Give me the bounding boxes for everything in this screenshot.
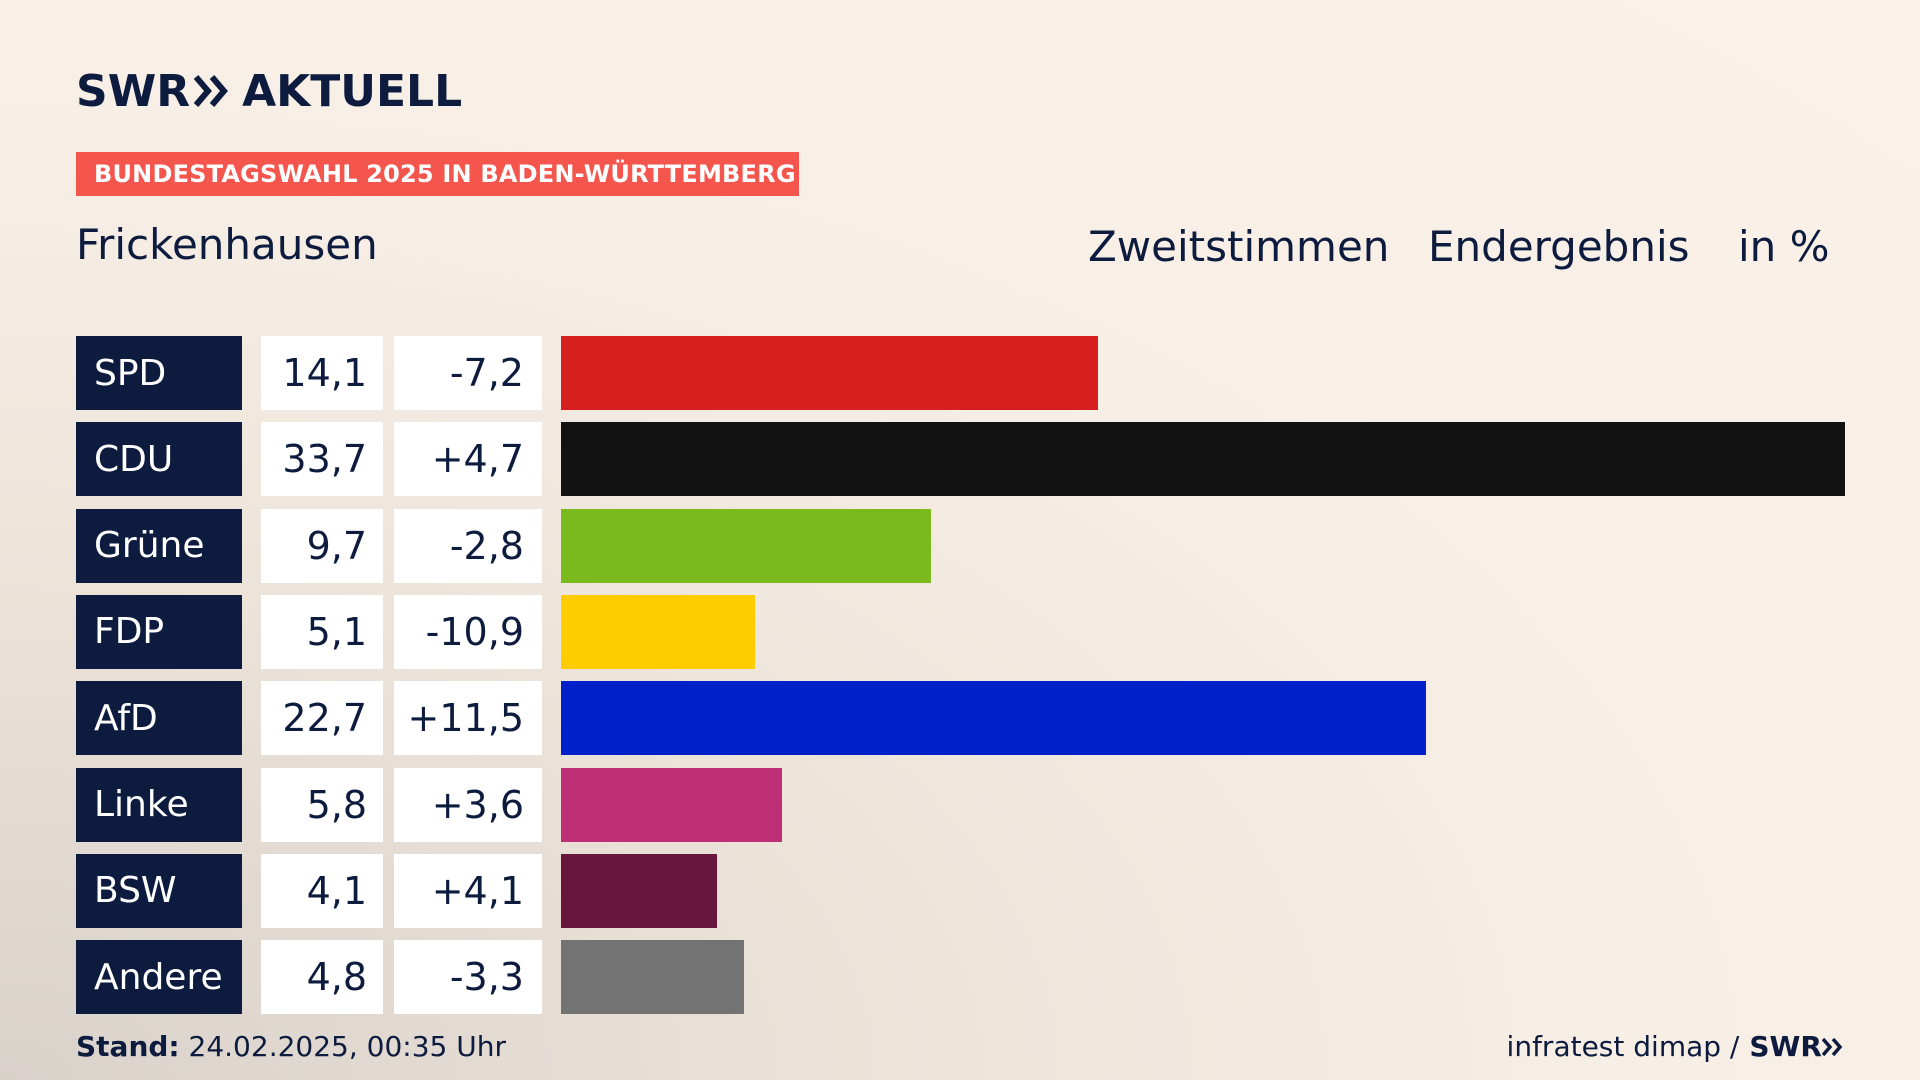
- result-row-andere: Andere 4,8 -3,3: [0, 940, 1920, 1015]
- vote-share-value: 4,8: [261, 940, 383, 1015]
- source-credit: infratest dimap / SWR: [1507, 1030, 1844, 1063]
- party-label: Linke: [76, 767, 242, 842]
- logo-aktuell-text: AKTUELL: [242, 65, 463, 117]
- result-bar-cdu: [561, 422, 1845, 497]
- result-row-spd: SPD 14,1 -7,2: [0, 336, 1920, 410]
- result-row-bsw: BSW 4,1 +4,1: [0, 853, 1920, 928]
- party-label: SPD: [76, 336, 242, 410]
- vote-share-value: 22,7: [261, 681, 383, 756]
- result-bar-fdp: [561, 594, 756, 669]
- vote-share-value: 5,1: [261, 594, 383, 669]
- election-banner: BUNDESTAGSWAHL 2025 IN BADEN-WÜRTTEMBERG: [76, 152, 799, 196]
- source-text: infratest dimap /: [1506, 1030, 1740, 1063]
- party-label: Grüne: [76, 508, 242, 583]
- result-bar-afd: [561, 681, 1426, 756]
- party-label: BSW: [76, 853, 242, 928]
- party-label: Andere: [76, 940, 242, 1015]
- party-label: FDP: [76, 594, 242, 669]
- vote-share-value: 5,8: [261, 767, 383, 842]
- vote-share-value: 4,1: [261, 853, 383, 928]
- result-status-label: Endergebnis: [1428, 222, 1690, 271]
- vote-share-value: 14,1: [261, 336, 383, 410]
- vote-share-value: 9,7: [261, 508, 383, 583]
- unit-label: in %: [1738, 222, 1830, 271]
- vote-change-value: -10,9: [394, 594, 542, 669]
- vote-change-value: +3,6: [394, 767, 542, 842]
- result-row-cdu: CDU 33,7 +4,7: [0, 422, 1920, 497]
- result-bar-linke: [561, 767, 782, 842]
- vote-type-label: Zweitstimmen: [1088, 222, 1390, 271]
- logo-swr-text: SWR: [76, 65, 191, 117]
- vote-change-value: +11,5: [394, 681, 542, 756]
- party-label: AfD: [76, 681, 242, 756]
- double-chevron-icon: [194, 74, 230, 108]
- vote-share-value: 33,7: [261, 422, 383, 497]
- timestamp: Stand: 24.02.2025, 00:35 Uhr: [76, 1030, 506, 1063]
- result-bar-spd: [561, 336, 1099, 410]
- vote-change-value: +4,7: [394, 422, 542, 497]
- result-bar-grüne: [561, 508, 931, 583]
- result-bar-bsw: [561, 853, 718, 928]
- vote-change-value: -7,2: [394, 336, 542, 410]
- result-row-afd: AfD 22,7 +11,5: [0, 681, 1920, 756]
- swr-aktuell-logo: SWR AKTUELL: [76, 65, 463, 117]
- vote-change-value: -3,3: [394, 940, 542, 1015]
- stand-value: 24.02.2025, 00:35 Uhr: [188, 1030, 506, 1063]
- result-row-fdp: FDP 5,1 -10,9: [0, 594, 1920, 669]
- result-bar-andere: [561, 940, 744, 1015]
- stand-label: Stand:: [76, 1030, 180, 1063]
- footer-swr-text: SWR: [1749, 1030, 1822, 1063]
- vote-change-value: +4,1: [394, 853, 542, 928]
- footer-chevron-icon: [1822, 1037, 1843, 1056]
- vote-change-value: -2,8: [394, 508, 542, 583]
- party-label: CDU: [76, 422, 242, 497]
- result-row-linke: Linke 5,8 +3,6: [0, 767, 1920, 842]
- place-title: Frickenhausen: [76, 220, 378, 269]
- footer-swr-logo: SWR: [1749, 1030, 1844, 1063]
- result-row-grüne: Grüne 9,7 -2,8: [0, 508, 1920, 583]
